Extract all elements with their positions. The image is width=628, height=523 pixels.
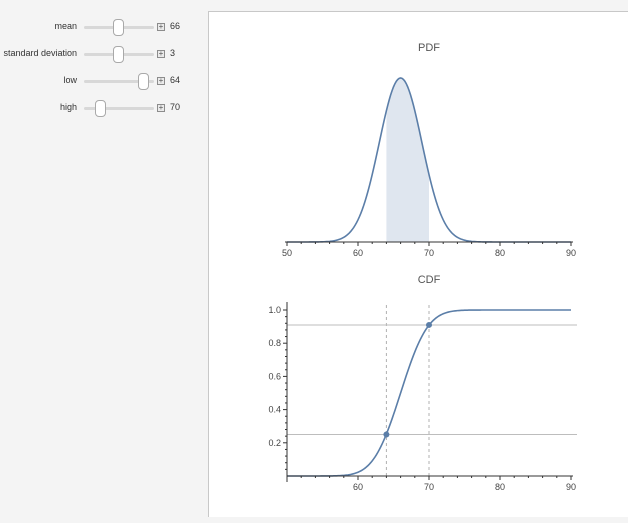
mean-expand-button[interactable]: + xyxy=(157,22,165,31)
cdf-x-tick-label: 80 xyxy=(495,482,505,492)
pdf-x-tick-label: 50 xyxy=(282,248,292,258)
cdf-y-tick-label: 0.2 xyxy=(268,438,281,448)
controls-panel: mean + 66 standard deviation + 3 low + 6… xyxy=(0,0,205,130)
low-expand-button[interactable]: + xyxy=(157,76,165,85)
cdf-y-tick-label: 0.4 xyxy=(268,405,281,415)
cdf-marked-point xyxy=(383,431,390,438)
pdf-chart: 50 60 70 80 90 xyxy=(282,77,576,258)
mean-slider[interactable] xyxy=(84,19,154,36)
standard-deviation-label: standard deviation xyxy=(3,48,77,58)
cdf-chart: 60 70 80 90 0.2 0.4 0.6 0.8 1.0 xyxy=(268,302,577,492)
standard-deviation-control: standard deviation + 3 xyxy=(0,44,205,64)
pdf-x-tick-label: 60 xyxy=(353,248,363,258)
high-slider-thumb[interactable] xyxy=(94,100,106,117)
cdf-y-tick-label: 1.0 xyxy=(268,305,281,315)
standard-deviation-slider[interactable] xyxy=(84,46,154,63)
output-panel: PDF 50 60 70 80 90 CDF 60 70 80 90 0.2 0.4 0.6 0.8 1… xyxy=(208,11,628,517)
charts-canvas: PDF 50 60 70 80 90 CDF 60 70 80 90 0.2 0.4 0.6 0.8 1… xyxy=(268,42,577,492)
low-slider-thumb[interactable] xyxy=(138,73,150,90)
mean-control: mean + 66 xyxy=(0,17,205,37)
standard-deviation-expand-button[interactable]: + xyxy=(157,49,165,58)
low-control: low + 64 xyxy=(0,71,205,91)
cdf-title: CDF xyxy=(418,274,441,286)
cdf-y-tick-label: 0.6 xyxy=(268,371,281,381)
cdf-x-tick-label: 90 xyxy=(566,482,576,492)
cdf-marked-point xyxy=(426,321,432,328)
pdf-x-tick-label: 80 xyxy=(495,248,505,258)
low-label: low xyxy=(63,75,77,85)
high-label: high xyxy=(59,102,77,112)
pdf-x-tick-label: 90 xyxy=(566,248,576,258)
high-value: 70 xyxy=(170,102,181,112)
high-expand-button[interactable]: + xyxy=(157,103,165,112)
standard-deviation-slider-thumb[interactable] xyxy=(113,46,124,63)
mean-slider-thumb[interactable] xyxy=(113,19,124,36)
cdf-x-tick-label: 60 xyxy=(353,482,363,492)
mean-label: mean xyxy=(54,21,77,31)
pdf-x-tick-label: 70 xyxy=(424,248,434,258)
high-control: high + 70 xyxy=(0,98,205,118)
low-value: 64 xyxy=(170,75,181,85)
standard-deviation-value: 3 xyxy=(170,48,176,58)
cdf-x-tick-label: 70 xyxy=(424,482,434,492)
cdf-y-tick-label: 0.8 xyxy=(268,338,281,348)
high-slider[interactable] xyxy=(84,100,154,117)
pdf-title: PDF xyxy=(418,42,440,54)
mean-value: 66 xyxy=(170,21,181,31)
low-slider[interactable] xyxy=(84,73,154,90)
pdf-shaded-area xyxy=(386,78,429,242)
